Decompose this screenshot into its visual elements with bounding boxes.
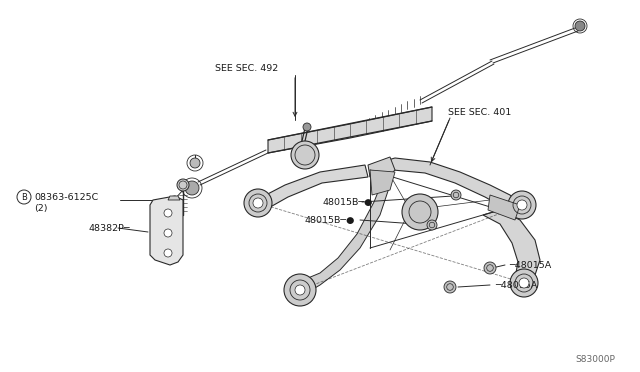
Polygon shape	[150, 196, 183, 265]
Circle shape	[402, 194, 438, 230]
Circle shape	[303, 123, 311, 131]
Text: 48382P─: 48382P─	[88, 224, 130, 232]
Polygon shape	[370, 170, 395, 195]
Text: ─48015A: ─48015A	[495, 280, 537, 289]
Text: 08363-6125C: 08363-6125C	[34, 192, 99, 202]
Text: SEE SEC. 401: SEE SEC. 401	[448, 108, 511, 116]
Text: 48015B─●: 48015B─●	[305, 215, 355, 224]
Circle shape	[508, 191, 536, 219]
Circle shape	[190, 158, 200, 168]
Circle shape	[510, 269, 538, 297]
Circle shape	[284, 274, 316, 306]
Text: 48015B─●: 48015B─●	[323, 198, 373, 206]
Circle shape	[427, 220, 437, 230]
Circle shape	[295, 285, 305, 295]
Polygon shape	[370, 158, 520, 215]
Circle shape	[185, 181, 199, 195]
Circle shape	[444, 281, 456, 293]
Text: B: B	[21, 192, 27, 202]
Text: ─48015A: ─48015A	[509, 260, 551, 269]
Circle shape	[164, 229, 172, 237]
Circle shape	[244, 189, 272, 217]
Text: S83000P: S83000P	[575, 356, 615, 365]
Polygon shape	[295, 157, 395, 292]
Circle shape	[164, 249, 172, 257]
Circle shape	[484, 262, 496, 274]
Text: (2): (2)	[34, 203, 47, 212]
Circle shape	[519, 278, 529, 288]
Text: SEE SEC. 492: SEE SEC. 492	[215, 64, 278, 73]
Circle shape	[177, 179, 189, 191]
Polygon shape	[483, 210, 540, 282]
Circle shape	[291, 141, 319, 169]
Polygon shape	[268, 107, 432, 153]
Circle shape	[164, 209, 172, 217]
Circle shape	[253, 198, 263, 208]
Polygon shape	[488, 195, 520, 220]
Circle shape	[517, 200, 527, 210]
Polygon shape	[260, 165, 368, 210]
Circle shape	[575, 21, 585, 31]
Circle shape	[451, 190, 461, 200]
Polygon shape	[168, 196, 180, 200]
